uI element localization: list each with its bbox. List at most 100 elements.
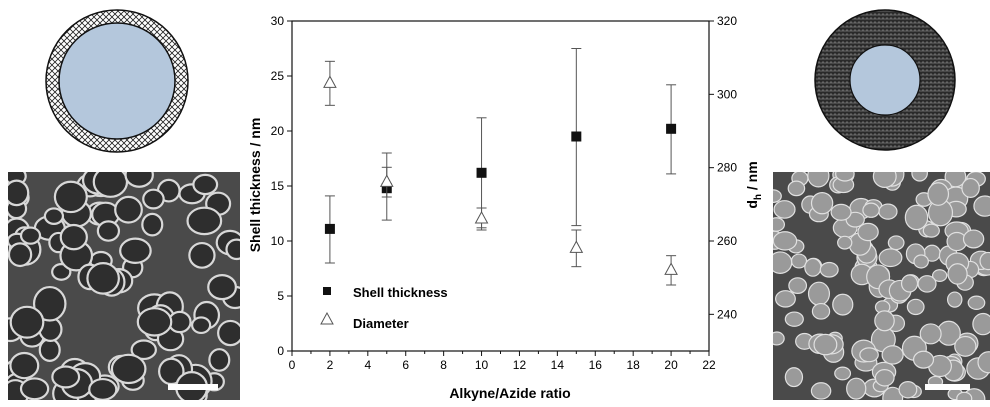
sem-hollow-rings-icon xyxy=(8,172,240,400)
chart-legend: Shell thickness Diameter xyxy=(320,285,448,331)
sem-particle xyxy=(973,195,990,217)
sem-particle xyxy=(835,172,855,182)
sem-particle xyxy=(961,177,980,198)
sem-particle xyxy=(86,262,120,295)
sem-particle xyxy=(927,182,950,206)
sem-particle xyxy=(51,365,81,389)
data-point-diameter xyxy=(664,262,678,275)
sem-particle xyxy=(912,350,935,369)
sem-particle xyxy=(38,337,61,362)
sem-particle xyxy=(110,353,147,385)
x-axis-label: Alkyne/Azide ratio xyxy=(449,385,570,401)
sem-particle xyxy=(881,345,904,365)
sem-particle xyxy=(882,386,904,400)
y-tick-label: 25 xyxy=(271,69,285,83)
sem-particle xyxy=(904,204,929,231)
sem-particle xyxy=(773,231,798,251)
sem-particle xyxy=(192,173,219,196)
sem-particle xyxy=(919,323,942,345)
core-shell-schematic-thin xyxy=(40,5,195,160)
sem-particle xyxy=(59,223,88,251)
data-point-diameter xyxy=(474,210,489,224)
x-tick-label: 2 xyxy=(327,358,334,372)
sem-particle xyxy=(972,312,990,336)
y-tick-label: 5 xyxy=(277,289,284,303)
sem-particle xyxy=(9,305,45,339)
sem-particle xyxy=(136,307,173,337)
y-axis-label: Shell thickness / nm xyxy=(247,118,263,253)
sem-particle xyxy=(857,222,879,242)
sem-particle xyxy=(846,377,867,400)
plot-frame xyxy=(291,20,710,352)
sem-particle xyxy=(834,366,852,381)
sem-particle xyxy=(141,212,164,237)
sem-micrograph-left xyxy=(8,172,240,400)
sem-particle xyxy=(188,241,216,269)
data-point-shell-thickness xyxy=(571,131,582,142)
sem-particle xyxy=(804,257,822,277)
sem-particle xyxy=(142,188,165,210)
sem-particle xyxy=(977,351,990,374)
x-tick-label: 8 xyxy=(440,358,447,372)
legend-label-shell-thickness: Shell thickness xyxy=(353,285,448,300)
sem-particle xyxy=(874,310,895,332)
sem-particle xyxy=(922,223,940,238)
y2-tick-label: 320 xyxy=(717,14,737,28)
sem-particle xyxy=(979,251,990,271)
sem-particle xyxy=(124,172,154,188)
sem-particle xyxy=(784,311,804,327)
sem-particle xyxy=(207,274,237,301)
sem-particle xyxy=(962,229,985,249)
sem-particle xyxy=(119,237,152,264)
core-shell-textured-thick-icon xyxy=(814,9,956,151)
legend-marker-triangle xyxy=(320,311,334,325)
sem-particle xyxy=(946,291,963,308)
sem-particle xyxy=(832,293,854,316)
sem-particle xyxy=(807,281,831,306)
sem-particle xyxy=(225,238,240,261)
sem-particle xyxy=(911,172,928,182)
sem-particle xyxy=(88,377,118,400)
sem-particle xyxy=(43,207,65,225)
sem-particle xyxy=(186,206,223,236)
sem-particle xyxy=(8,242,33,268)
y-tick-label: 30 xyxy=(271,14,285,28)
x-tick-label: 12 xyxy=(513,358,527,372)
sem-particle xyxy=(898,381,918,399)
sem-particle xyxy=(208,348,231,372)
y2-tick-label: 280 xyxy=(717,161,737,175)
legend-marker-square xyxy=(323,287,331,295)
data-point-diameter xyxy=(379,174,394,187)
sem-particle xyxy=(830,203,852,221)
sem-particle xyxy=(947,263,968,285)
sem-particle xyxy=(19,377,50,400)
x-tick-label: 16 xyxy=(589,358,603,372)
sem-particle xyxy=(788,277,808,295)
sem-particle xyxy=(807,172,830,188)
y2-tick-label: 240 xyxy=(717,307,737,321)
sem-particle xyxy=(9,351,40,380)
y-tick-label: 20 xyxy=(271,124,285,138)
data-point-shell-thickness xyxy=(666,123,677,134)
core-shell-crosshatch-thin-icon xyxy=(45,9,189,153)
data-point-shell-thickness xyxy=(476,167,487,178)
scatter-chart: 0 2 4 6 8 10 12 14 16 18 20 22 0 5 10 15 20 25 30 240 260 280… xyxy=(240,0,775,402)
sem-particle xyxy=(773,189,782,203)
x-tick-label: 18 xyxy=(627,358,641,372)
sem-particle xyxy=(787,180,806,197)
sem-particle xyxy=(872,172,897,188)
scale-bar-right xyxy=(925,384,970,390)
sem-particle xyxy=(878,203,898,220)
sem-particle xyxy=(810,382,832,400)
sem-particle xyxy=(92,172,129,198)
x-tick-label: 10 xyxy=(475,358,489,372)
sem-particle xyxy=(96,220,121,242)
sem-particle xyxy=(954,335,977,357)
legend-label-diameter: Diameter xyxy=(353,316,409,331)
y-tick-label: 10 xyxy=(271,234,285,248)
y-tick-label: 15 xyxy=(271,179,285,193)
sem-particle xyxy=(773,251,793,274)
sem-particle xyxy=(191,316,212,335)
sem-particle xyxy=(114,195,143,224)
core-shell-schematic-thick xyxy=(810,5,960,155)
